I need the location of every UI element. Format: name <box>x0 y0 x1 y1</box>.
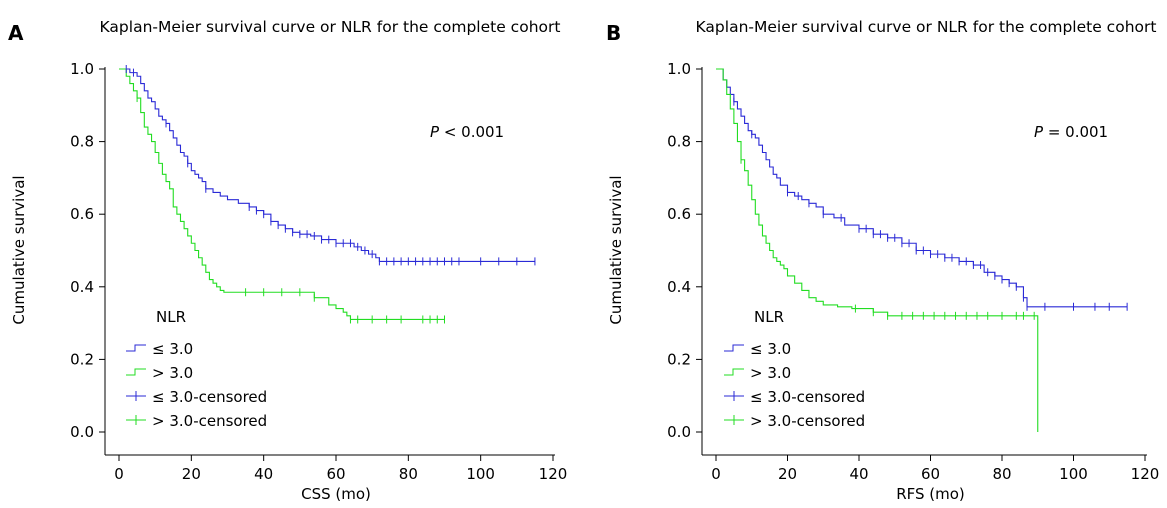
panel-b-x-tick-label: 0 <box>711 465 721 483</box>
panel-a-p-number: < 0.001 <box>439 123 504 141</box>
panel-a-y-tick-label: 1.0 <box>70 60 94 78</box>
panel-a-legend-label: ≤ 3.0-censored <box>152 388 267 406</box>
panel-b-y-tick-label: 0.2 <box>667 350 691 368</box>
panel-a-x-tick-label: 20 <box>182 465 201 483</box>
panel-b-x-tick-label: 100 <box>1059 465 1088 483</box>
panel-b-p-number: = 0.001 <box>1043 123 1108 141</box>
panel-b-legend-label: > 3.0-censored <box>750 412 865 430</box>
panel-a-legend-swatch <box>126 368 146 376</box>
panel-b-y-tick-label: 1.0 <box>667 60 691 78</box>
panel-b-legend-swatch <box>724 368 744 376</box>
panel-a-legend-label: ≤ 3.0 <box>152 340 193 358</box>
panel-b-legend-title: NLR <box>754 308 784 326</box>
panel-a-x-tick-label: 0 <box>114 465 124 483</box>
panel-a-p-value: P < 0.001 <box>430 123 504 141</box>
panel-b-letter: B <box>606 21 621 45</box>
panel-b-plot: Kaplan-Meier survival curve or NLR for t… <box>607 18 1159 503</box>
panel-b-x-tick-label: 40 <box>849 465 868 483</box>
panel-a-curve-high <box>119 68 445 321</box>
panel-a-letter: A <box>8 21 24 45</box>
panel-a-legend-label: > 3.0-censored <box>152 412 267 430</box>
panel-a-y-axis-label: Cumulative survival <box>10 175 28 324</box>
panel-a-legend-swatch <box>126 344 146 352</box>
panel-a-curve-low <box>119 68 535 262</box>
panel-b-legend-label: > 3.0 <box>750 364 791 382</box>
panel-a-legend-label: > 3.0 <box>152 364 193 382</box>
panel-a-title: Kaplan-Meier survival curve or NLR for t… <box>100 18 561 36</box>
panel-b-title: Kaplan-Meier survival curve or NLR for t… <box>696 18 1157 36</box>
panel-a-x-tick-label: 40 <box>254 465 273 483</box>
panel-a-x-axis-label: CSS (mo) <box>301 485 371 503</box>
panel-a-y-tick-label: 0.8 <box>70 133 94 151</box>
panel-b-x-tick-label: 120 <box>1131 465 1160 483</box>
panel-a-x-tick-label: 120 <box>539 465 568 483</box>
panel-b-p-value: P = 0.001 <box>1034 123 1108 141</box>
panel-b-legend-label: ≤ 3.0-censored <box>750 388 865 406</box>
panel-b-y-axis-label: Cumulative survival <box>607 175 625 324</box>
panel-a-y-tick-label: 0.2 <box>70 350 94 368</box>
panel-a-y-tick-label: 0.4 <box>70 278 94 296</box>
panel-b-y-tick-label: 0.6 <box>667 205 691 223</box>
panel-b-legend-swatch <box>724 344 744 352</box>
panel-a-x-tick-label: 100 <box>466 465 495 483</box>
panel-b-p-label: P <box>1034 123 1044 141</box>
panel-b-y-tick-label: 0.4 <box>667 278 691 296</box>
panel-a-x-tick-label: 60 <box>326 465 345 483</box>
panel-a-x-tick-label: 80 <box>399 465 418 483</box>
panel-b-curve-low <box>716 68 1128 308</box>
panel-b-x-tick-label: 60 <box>921 465 940 483</box>
panel-b-x-tick-label: 80 <box>992 465 1011 483</box>
panel-b-y-tick-label: 0.0 <box>667 423 691 441</box>
panel-b-legend-label: ≤ 3.0 <box>750 340 791 358</box>
panel-b-x-tick-label: 20 <box>778 465 797 483</box>
panel-a-plot: Kaplan-Meier survival curve or NLR for t… <box>10 18 567 503</box>
panel-b-x-axis-label: RFS (mo) <box>896 485 965 503</box>
panel-b-y-tick-label: 0.8 <box>667 133 691 151</box>
panel-a-y-tick-label: 0.6 <box>70 205 94 223</box>
panel-b-curve-high <box>716 68 1039 432</box>
panel-a-p-label: P <box>430 123 440 141</box>
panel-a-y-tick-label: 0.0 <box>70 423 94 441</box>
panel-a-legend-title: NLR <box>156 308 186 326</box>
